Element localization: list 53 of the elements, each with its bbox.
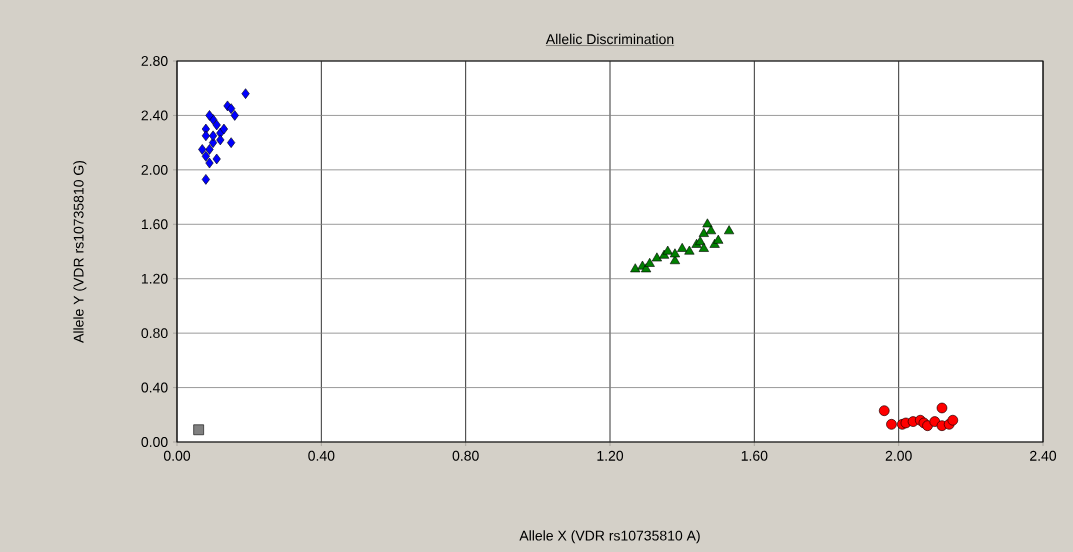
x-tick-label: 0.00 bbox=[163, 450, 191, 461]
point bbox=[702, 218, 713, 228]
point bbox=[698, 242, 709, 252]
point bbox=[886, 419, 897, 430]
y-tick-label: 2.40 bbox=[141, 110, 168, 121]
y-tick-label: 2.00 bbox=[141, 164, 168, 175]
point bbox=[651, 252, 662, 262]
y-tick-label: 0.80 bbox=[141, 328, 168, 339]
point bbox=[205, 157, 214, 169]
point bbox=[205, 110, 214, 121]
point bbox=[201, 174, 210, 185]
point bbox=[241, 88, 250, 99]
point bbox=[212, 119, 221, 131]
x-tick-label: 1.60 bbox=[741, 450, 768, 461]
point bbox=[713, 234, 724, 244]
point bbox=[684, 245, 695, 255]
point bbox=[724, 225, 735, 235]
y-tick-label: 0.00 bbox=[141, 437, 168, 447]
x-tick-label: 2.00 bbox=[885, 450, 912, 461]
point bbox=[669, 248, 681, 258]
point bbox=[209, 130, 218, 142]
point bbox=[936, 402, 948, 414]
x-tick-label: 0.40 bbox=[308, 450, 335, 461]
point bbox=[205, 144, 214, 155]
y-tick-label: 1.60 bbox=[141, 219, 168, 230]
point bbox=[198, 144, 207, 155]
point bbox=[947, 414, 959, 426]
point bbox=[698, 228, 709, 237]
point bbox=[201, 130, 210, 142]
point bbox=[677, 242, 688, 252]
point bbox=[216, 134, 225, 146]
point bbox=[705, 225, 717, 235]
point bbox=[227, 103, 236, 114]
x-tick-label: 1.20 bbox=[597, 450, 624, 461]
y-axis-title: Allele Y (VDR rs10735810 G) bbox=[73, 160, 87, 343]
chart-title: Allelic Discrimination bbox=[545, 33, 674, 45]
point bbox=[695, 236, 706, 246]
point bbox=[219, 123, 228, 135]
point bbox=[201, 150, 210, 162]
x-axis-title: Allele X (VDR rs10735810 A) bbox=[519, 530, 700, 544]
y-tick-label: 1.20 bbox=[141, 273, 168, 284]
y-tick-label: 0.40 bbox=[141, 382, 168, 393]
y-tick-label: 2.80 bbox=[141, 56, 168, 66]
point bbox=[644, 257, 655, 267]
point bbox=[878, 405, 890, 416]
x-tick-label: 0.80 bbox=[452, 450, 479, 461]
point bbox=[630, 263, 641, 273]
point bbox=[230, 110, 239, 121]
x-tick-label: 2.40 bbox=[1030, 450, 1057, 461]
point bbox=[227, 137, 236, 148]
point bbox=[662, 245, 673, 255]
point bbox=[193, 424, 204, 436]
point bbox=[212, 153, 221, 165]
